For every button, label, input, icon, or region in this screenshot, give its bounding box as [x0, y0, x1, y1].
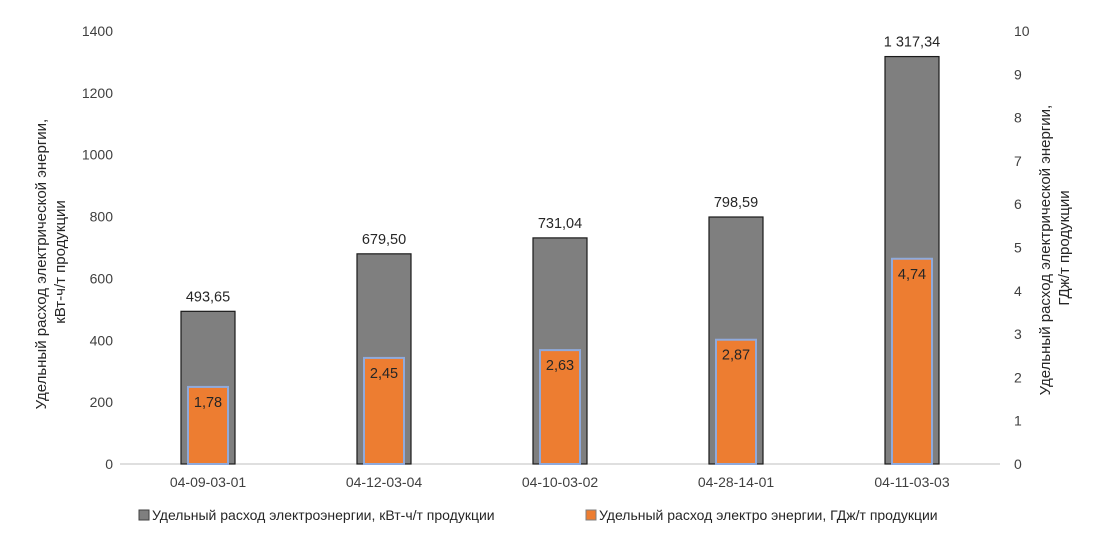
right-axis-ticks: 0 1 2 3 4 5 6 7 8 9 10: [1014, 23, 1030, 472]
right-tick-label: 0: [1014, 456, 1022, 472]
legend-label-series-2: Удельный расход электро энергии, ГДж/т п…: [599, 507, 938, 523]
right-tick-label: 2: [1014, 369, 1022, 385]
category-label: 04-09-03-01: [170, 474, 246, 490]
legend: Удельный расход электроэнергии, кВт-ч/т …: [138, 507, 938, 523]
data-label-series-2: 4,74: [898, 267, 926, 283]
left-tick-label: 600: [90, 270, 114, 286]
right-tick-label: 4: [1014, 283, 1022, 299]
left-tick-label: 400: [90, 332, 114, 348]
left-tick-label: 0: [105, 456, 113, 472]
right-tick-label: 10: [1014, 23, 1030, 39]
right-tick-label: 6: [1014, 196, 1022, 212]
bar-series-2: [891, 257, 933, 465]
category-label: 04-28-14-01: [698, 474, 774, 490]
bar-series-2: [187, 385, 229, 465]
right-tick-label: 8: [1014, 110, 1022, 126]
data-label-series-2: 2,45: [370, 366, 398, 382]
left-tick-label: 1000: [82, 147, 113, 163]
left-tick-label: 800: [90, 209, 114, 225]
data-label-series-1: 731,04: [538, 216, 582, 232]
left-tick-label: 200: [90, 394, 114, 410]
left-tick-label: 1200: [82, 85, 113, 101]
left-axis-ticks: 0 200 400 600 800 1000 1200 1400: [82, 23, 113, 472]
right-tick-label: 1: [1014, 413, 1022, 429]
legend-swatch-series-1: [138, 509, 150, 521]
data-label-series-2: 2,63: [546, 358, 574, 374]
right-tick-label: 7: [1014, 153, 1022, 169]
right-tick-label: 3: [1014, 326, 1022, 342]
data-label-series-2: 2,87: [722, 348, 750, 364]
category-label: 04-11-03-03: [874, 474, 949, 490]
right-tick-label: 5: [1014, 240, 1022, 256]
category-labels: 04-09-03-01 04-12-03-04 04-10-03-02 04-28-1…: [170, 474, 950, 490]
data-label-series-1: 493,65: [186, 289, 230, 305]
data-label-series-2: 1,78: [194, 395, 222, 411]
bars: 493,65 1,78 679,50 2,45 731,04 2,63 798,59 2,87…: [180, 35, 940, 466]
right-tick-label: 9: [1014, 66, 1022, 82]
data-label-series-1: 1 317,34: [884, 35, 940, 51]
bar-series-2: [363, 356, 405, 466]
left-tick-label: 1400: [82, 23, 113, 39]
data-label-series-1: 798,59: [714, 195, 758, 211]
right-axis-title: Удельный расход электрической энергии, Г…: [1037, 101, 1073, 396]
data-label-series-1: 679,50: [362, 232, 406, 248]
category-label: 04-12-03-04: [346, 474, 422, 490]
legend-label-series-1: Удельный расход электроэнергии, кВт-ч/т …: [152, 507, 495, 523]
bar-series-2: [715, 338, 757, 466]
category-label: 04-10-03-02: [522, 474, 598, 490]
bar-series-2: [539, 349, 581, 465]
legend-swatch-series-2: [585, 509, 597, 521]
left-axis-title: Удельный расход электрической энергии, к…: [33, 115, 69, 410]
